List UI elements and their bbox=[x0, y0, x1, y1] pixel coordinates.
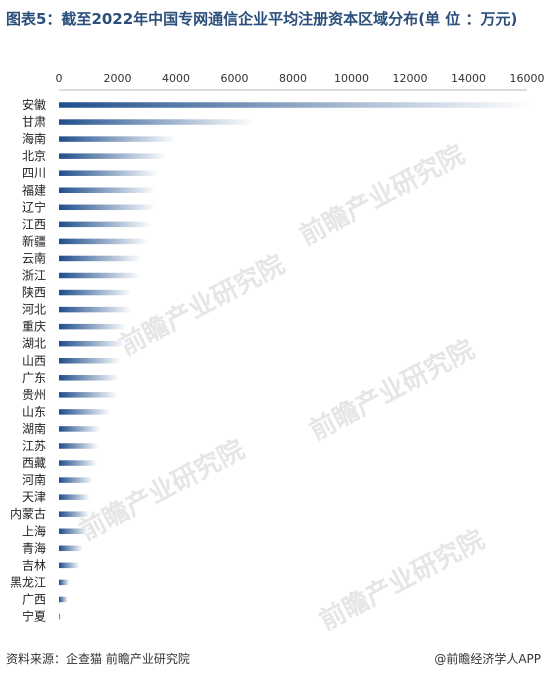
category-label: 浙江 bbox=[22, 269, 46, 283]
bar bbox=[59, 340, 125, 347]
bar bbox=[59, 409, 111, 415]
category-label: 江苏 bbox=[22, 439, 46, 453]
category-label: 山西 bbox=[22, 354, 46, 368]
bar bbox=[59, 255, 141, 262]
category-label: 海南 bbox=[22, 131, 46, 146]
bar bbox=[59, 477, 93, 483]
x-tick-label: 10000 bbox=[334, 72, 369, 85]
category-label: 湖北 bbox=[22, 336, 46, 351]
brand-credit: @前瞻经济学人APP bbox=[434, 652, 541, 666]
bar bbox=[59, 170, 159, 176]
category-label: 青海 bbox=[22, 540, 46, 555]
bar bbox=[59, 323, 127, 330]
bar bbox=[59, 460, 98, 466]
bar bbox=[59, 204, 156, 211]
bar bbox=[59, 221, 152, 228]
bar bbox=[59, 187, 156, 193]
category-label: 云南 bbox=[22, 250, 46, 265]
category-label: 四川 bbox=[22, 166, 46, 180]
x-tick-label: 6000 bbox=[221, 72, 249, 85]
category-label: 河南 bbox=[22, 472, 46, 487]
category-label: 福建 bbox=[22, 182, 46, 197]
bar bbox=[59, 545, 83, 552]
x-tick-label: 8000 bbox=[279, 72, 307, 85]
category-label: 陕西 bbox=[22, 285, 46, 300]
category-label: 江西 bbox=[22, 217, 46, 231]
bar bbox=[59, 392, 118, 398]
category-label: 甘肃 bbox=[22, 115, 46, 129]
bar bbox=[59, 375, 119, 381]
bar bbox=[59, 238, 149, 245]
category-label: 内蒙古 bbox=[10, 506, 46, 521]
category-label: 贵州 bbox=[22, 388, 46, 402]
category-label: 吉林 bbox=[22, 558, 46, 572]
x-tick-label: 14000 bbox=[451, 72, 486, 85]
bar bbox=[59, 119, 255, 125]
category-label: 河北 bbox=[22, 303, 46, 317]
bar bbox=[59, 358, 121, 364]
x-tick-label: 4000 bbox=[162, 72, 190, 85]
bar bbox=[59, 494, 90, 500]
category-label: 广东 bbox=[22, 371, 46, 385]
category-label: 西藏 bbox=[22, 456, 46, 470]
bar bbox=[59, 579, 70, 586]
category-label: 湖南 bbox=[22, 421, 46, 436]
bar bbox=[59, 136, 176, 142]
category-label: 广西 bbox=[22, 592, 46, 606]
category-label: 北京 bbox=[22, 149, 46, 163]
x-tick-label: 0 bbox=[56, 72, 63, 85]
x-tick-label: 12000 bbox=[393, 72, 428, 85]
bar bbox=[59, 562, 80, 569]
chart-title: 图表5：截至2022年中国专网通信企业平均注册资本区域分布(单 位 ：万元) bbox=[6, 10, 518, 28]
bar bbox=[59, 511, 90, 517]
category-label: 黑龙江 bbox=[10, 575, 46, 589]
x-tick-label: 16000 bbox=[510, 72, 545, 85]
bar bbox=[59, 306, 132, 313]
bar bbox=[59, 102, 533, 108]
category-label: 上海 bbox=[22, 523, 46, 538]
category-label: 新疆 bbox=[22, 233, 46, 248]
bar bbox=[59, 272, 141, 279]
bar bbox=[59, 426, 100, 432]
source-note: 资料来源：企查猫 前瞻产业研究院 bbox=[6, 652, 190, 666]
x-tick-label: 2000 bbox=[104, 72, 132, 85]
category-label: 宁夏 bbox=[22, 609, 46, 624]
bar bbox=[59, 443, 99, 449]
bar bbox=[59, 289, 133, 296]
bar bbox=[59, 153, 168, 159]
category-label: 安徽 bbox=[22, 97, 46, 112]
category-label: 山东 bbox=[22, 405, 46, 419]
bar bbox=[59, 613, 61, 620]
bar bbox=[59, 596, 68, 603]
category-label: 重庆 bbox=[22, 320, 46, 334]
category-label: 天津 bbox=[22, 490, 46, 504]
bar bbox=[59, 528, 89, 534]
category-label: 辽宁 bbox=[22, 199, 46, 214]
